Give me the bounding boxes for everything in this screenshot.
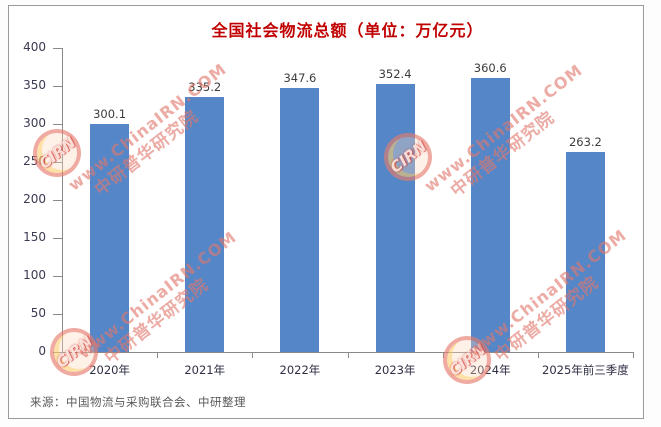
x-axis-label: 2024年 <box>469 363 511 377</box>
x-axis-line <box>62 352 634 353</box>
y-axis-tick <box>53 162 62 163</box>
x-axis-tick <box>347 353 349 358</box>
y-axis-tick <box>53 48 62 49</box>
y-axis-tick <box>53 352 62 353</box>
source-note: 来源：中国物流与采购联合会、中研整理 <box>30 395 246 409</box>
y-axis-tick <box>53 86 62 87</box>
bar-value-label: 347.6 <box>283 70 317 85</box>
bar <box>470 77 510 352</box>
y-axis-label: 250 <box>23 154 46 168</box>
bar <box>565 151 605 352</box>
bar <box>90 123 130 352</box>
y-axis-label: 150 <box>23 230 46 244</box>
x-axis-label: 2020年 <box>89 363 130 377</box>
x-axis-label: 2022年 <box>279 363 321 377</box>
x-axis-label: 2025年前三季度 <box>542 363 629 377</box>
bar-value-label: 300.1 <box>93 106 127 121</box>
x-axis-tick <box>537 353 539 358</box>
y-axis-tick <box>53 276 62 277</box>
x-axis-label: 2021年 <box>184 363 226 377</box>
x-axis-tick <box>252 353 254 358</box>
y-axis-label: 50 <box>30 306 46 320</box>
bar <box>280 87 320 352</box>
y-axis-label: 0 <box>38 344 46 358</box>
x-axis-tick <box>157 353 159 358</box>
x-axis-tick <box>633 353 634 358</box>
bar <box>375 84 415 352</box>
bar-value-label: 335.2 <box>188 80 222 95</box>
bar-value-label: 263.2 <box>568 134 602 149</box>
bar <box>185 97 225 352</box>
y-axis-line <box>62 48 63 353</box>
x-axis-tick <box>442 353 444 358</box>
x-axis-label: 2023年 <box>374 363 416 377</box>
y-axis-label: 400 <box>23 40 46 54</box>
y-axis-tick <box>53 124 62 125</box>
y-axis-tick <box>53 200 62 201</box>
y-axis-label: 350 <box>23 78 46 92</box>
bar-value-label: 360.6 <box>473 60 507 75</box>
y-axis-label: 100 <box>23 268 46 282</box>
y-axis-label: 300 <box>23 116 46 130</box>
bar-value-label: 352.4 <box>378 67 412 82</box>
y-axis-tick <box>53 238 62 239</box>
y-axis-tick <box>53 314 62 315</box>
y-axis-label: 200 <box>23 192 46 206</box>
chart-title: 全国社会物流总额（单位：万亿元） <box>211 21 484 40</box>
